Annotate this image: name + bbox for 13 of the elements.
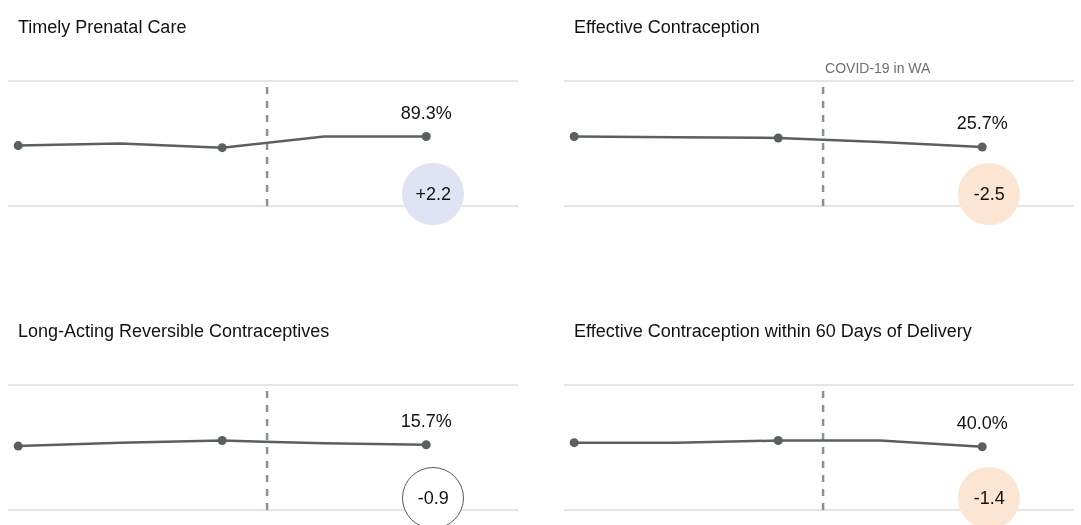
text: 15.7%	[400, 410, 452, 431]
annotation: -2.5	[958, 163, 1021, 225]
text: COVID-19 in WA	[825, 60, 932, 76]
chart-title: Effective Contraception	[574, 16, 761, 39]
text: 89.3%	[400, 102, 452, 123]
text: 25.7%	[956, 112, 1008, 133]
annotation: -0.9	[402, 467, 465, 525]
chart-title: Timely Prenatal Care	[18, 16, 188, 39]
text: 40.0%	[956, 412, 1008, 433]
chart-title: Long-Acting Reversible Contraceptives	[18, 320, 331, 343]
chart-title: Effective Contraception within 60 Days of Delivery	[574, 320, 973, 343]
annotation: +2.2	[402, 163, 465, 225]
annotation: -1.4	[958, 467, 1021, 525]
